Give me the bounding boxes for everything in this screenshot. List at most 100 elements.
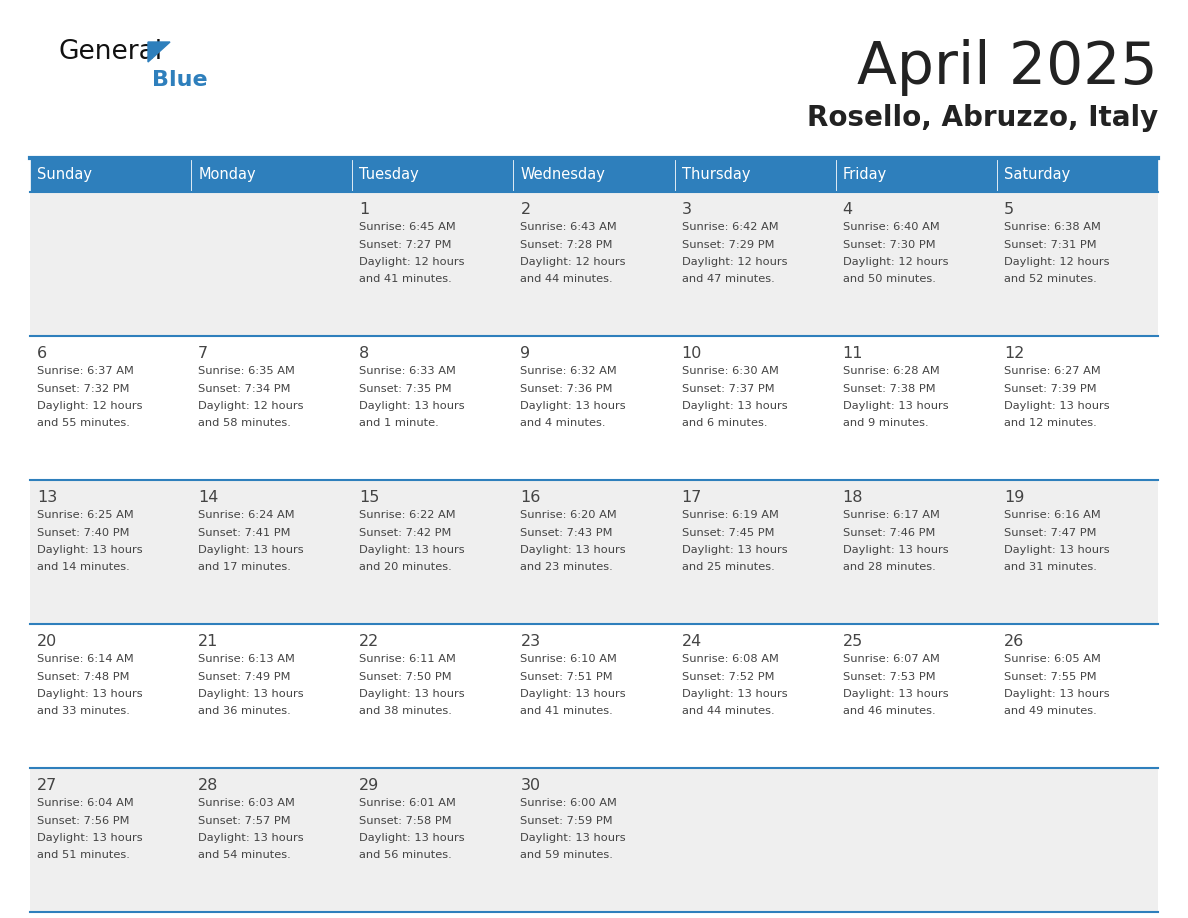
Text: 14: 14 bbox=[198, 490, 219, 505]
Text: Daylight: 13 hours: Daylight: 13 hours bbox=[520, 545, 626, 555]
Text: and 56 minutes.: and 56 minutes. bbox=[359, 850, 453, 860]
Text: Sunrise: 6:16 AM: Sunrise: 6:16 AM bbox=[1004, 510, 1100, 520]
Text: Sunrise: 6:42 AM: Sunrise: 6:42 AM bbox=[682, 222, 778, 232]
Text: and 51 minutes.: and 51 minutes. bbox=[37, 850, 129, 860]
Text: and 59 minutes.: and 59 minutes. bbox=[520, 850, 613, 860]
Text: Sunset: 7:41 PM: Sunset: 7:41 PM bbox=[198, 528, 291, 538]
Text: Sunrise: 6:01 AM: Sunrise: 6:01 AM bbox=[359, 798, 456, 808]
Text: Daylight: 12 hours: Daylight: 12 hours bbox=[1004, 257, 1110, 267]
Bar bbox=[30, 480, 1158, 624]
Text: Daylight: 13 hours: Daylight: 13 hours bbox=[37, 833, 143, 843]
Bar bbox=[835, 158, 997, 192]
Text: 3: 3 bbox=[682, 202, 691, 217]
Text: and 31 minutes.: and 31 minutes. bbox=[1004, 563, 1097, 573]
Text: Daylight: 13 hours: Daylight: 13 hours bbox=[842, 545, 948, 555]
Text: and 25 minutes.: and 25 minutes. bbox=[682, 563, 775, 573]
Text: Sunrise: 6:33 AM: Sunrise: 6:33 AM bbox=[359, 366, 456, 376]
Text: Daylight: 12 hours: Daylight: 12 hours bbox=[682, 257, 788, 267]
Text: 11: 11 bbox=[842, 346, 864, 361]
Bar bbox=[191, 158, 353, 192]
Text: and 12 minutes.: and 12 minutes. bbox=[1004, 419, 1097, 429]
Text: and 6 minutes.: and 6 minutes. bbox=[682, 419, 767, 429]
Text: Sunrise: 6:27 AM: Sunrise: 6:27 AM bbox=[1004, 366, 1100, 376]
Text: Sunrise: 6:45 AM: Sunrise: 6:45 AM bbox=[359, 222, 456, 232]
Text: Sunset: 7:30 PM: Sunset: 7:30 PM bbox=[842, 240, 935, 250]
Text: 21: 21 bbox=[198, 634, 219, 649]
Text: Sunset: 7:50 PM: Sunset: 7:50 PM bbox=[359, 671, 451, 681]
Text: 20: 20 bbox=[37, 634, 57, 649]
Text: Sunrise: 6:28 AM: Sunrise: 6:28 AM bbox=[842, 366, 940, 376]
Text: Sunrise: 6:19 AM: Sunrise: 6:19 AM bbox=[682, 510, 778, 520]
Text: and 28 minutes.: and 28 minutes. bbox=[842, 563, 935, 573]
Text: Sunset: 7:59 PM: Sunset: 7:59 PM bbox=[520, 815, 613, 825]
Text: Daylight: 12 hours: Daylight: 12 hours bbox=[520, 257, 626, 267]
Text: and 41 minutes.: and 41 minutes. bbox=[359, 274, 453, 285]
Text: Daylight: 13 hours: Daylight: 13 hours bbox=[1004, 401, 1110, 411]
Bar bbox=[997, 158, 1158, 192]
Text: 13: 13 bbox=[37, 490, 57, 505]
Text: April 2025: April 2025 bbox=[858, 39, 1158, 96]
Text: Sunset: 7:40 PM: Sunset: 7:40 PM bbox=[37, 528, 129, 538]
Text: Daylight: 12 hours: Daylight: 12 hours bbox=[37, 401, 143, 411]
Bar bbox=[513, 158, 675, 192]
Text: Sunrise: 6:07 AM: Sunrise: 6:07 AM bbox=[842, 654, 940, 664]
Text: Sunday: Sunday bbox=[37, 167, 91, 183]
Text: Sunset: 7:48 PM: Sunset: 7:48 PM bbox=[37, 671, 129, 681]
Text: Sunset: 7:29 PM: Sunset: 7:29 PM bbox=[682, 240, 775, 250]
Text: Daylight: 13 hours: Daylight: 13 hours bbox=[37, 689, 143, 699]
Text: 8: 8 bbox=[359, 346, 369, 361]
Text: Sunset: 7:43 PM: Sunset: 7:43 PM bbox=[520, 528, 613, 538]
Text: 29: 29 bbox=[359, 778, 379, 793]
Text: Sunrise: 6:13 AM: Sunrise: 6:13 AM bbox=[198, 654, 295, 664]
Text: Saturday: Saturday bbox=[1004, 167, 1070, 183]
Text: Sunrise: 6:37 AM: Sunrise: 6:37 AM bbox=[37, 366, 134, 376]
Text: and 20 minutes.: and 20 minutes. bbox=[359, 563, 453, 573]
Text: Tuesday: Tuesday bbox=[359, 167, 419, 183]
Text: 1: 1 bbox=[359, 202, 369, 217]
Text: Sunrise: 6:08 AM: Sunrise: 6:08 AM bbox=[682, 654, 778, 664]
Text: Daylight: 13 hours: Daylight: 13 hours bbox=[520, 689, 626, 699]
Text: 26: 26 bbox=[1004, 634, 1024, 649]
Text: 27: 27 bbox=[37, 778, 57, 793]
Text: Wednesday: Wednesday bbox=[520, 167, 606, 183]
Text: Sunset: 7:55 PM: Sunset: 7:55 PM bbox=[1004, 671, 1097, 681]
Bar bbox=[675, 158, 835, 192]
Text: Daylight: 12 hours: Daylight: 12 hours bbox=[842, 257, 948, 267]
Text: and 54 minutes.: and 54 minutes. bbox=[198, 850, 291, 860]
Text: Sunrise: 6:05 AM: Sunrise: 6:05 AM bbox=[1004, 654, 1101, 664]
Text: Sunset: 7:37 PM: Sunset: 7:37 PM bbox=[682, 384, 775, 394]
Text: 6: 6 bbox=[37, 346, 48, 361]
Text: Daylight: 13 hours: Daylight: 13 hours bbox=[842, 689, 948, 699]
Text: Sunset: 7:39 PM: Sunset: 7:39 PM bbox=[1004, 384, 1097, 394]
Text: Sunrise: 6:14 AM: Sunrise: 6:14 AM bbox=[37, 654, 134, 664]
Text: Sunset: 7:47 PM: Sunset: 7:47 PM bbox=[1004, 528, 1097, 538]
Text: Daylight: 12 hours: Daylight: 12 hours bbox=[198, 401, 304, 411]
Text: General: General bbox=[58, 39, 162, 65]
Text: Thursday: Thursday bbox=[682, 167, 750, 183]
Text: Sunrise: 6:32 AM: Sunrise: 6:32 AM bbox=[520, 366, 618, 376]
Text: Daylight: 13 hours: Daylight: 13 hours bbox=[520, 833, 626, 843]
Text: Daylight: 13 hours: Daylight: 13 hours bbox=[1004, 545, 1110, 555]
Text: Sunset: 7:32 PM: Sunset: 7:32 PM bbox=[37, 384, 129, 394]
Text: 23: 23 bbox=[520, 634, 541, 649]
Text: and 44 minutes.: and 44 minutes. bbox=[682, 707, 775, 717]
Text: Sunrise: 6:11 AM: Sunrise: 6:11 AM bbox=[359, 654, 456, 664]
Text: and 50 minutes.: and 50 minutes. bbox=[842, 274, 936, 285]
Text: Sunrise: 6:43 AM: Sunrise: 6:43 AM bbox=[520, 222, 618, 232]
Text: Sunrise: 6:04 AM: Sunrise: 6:04 AM bbox=[37, 798, 134, 808]
Text: and 4 minutes.: and 4 minutes. bbox=[520, 419, 606, 429]
Text: 12: 12 bbox=[1004, 346, 1024, 361]
Text: and 47 minutes.: and 47 minutes. bbox=[682, 274, 775, 285]
Text: Daylight: 13 hours: Daylight: 13 hours bbox=[1004, 689, 1110, 699]
Text: and 36 minutes.: and 36 minutes. bbox=[198, 707, 291, 717]
Text: Rosello, Abruzzo, Italy: Rosello, Abruzzo, Italy bbox=[807, 104, 1158, 132]
Bar bbox=[30, 158, 191, 192]
Text: Sunrise: 6:25 AM: Sunrise: 6:25 AM bbox=[37, 510, 134, 520]
Text: Daylight: 12 hours: Daylight: 12 hours bbox=[359, 257, 465, 267]
Text: 7: 7 bbox=[198, 346, 208, 361]
Text: Sunset: 7:52 PM: Sunset: 7:52 PM bbox=[682, 671, 775, 681]
Text: 24: 24 bbox=[682, 634, 702, 649]
Text: Daylight: 13 hours: Daylight: 13 hours bbox=[37, 545, 143, 555]
Text: Sunrise: 6:40 AM: Sunrise: 6:40 AM bbox=[842, 222, 940, 232]
Text: Daylight: 13 hours: Daylight: 13 hours bbox=[198, 545, 304, 555]
